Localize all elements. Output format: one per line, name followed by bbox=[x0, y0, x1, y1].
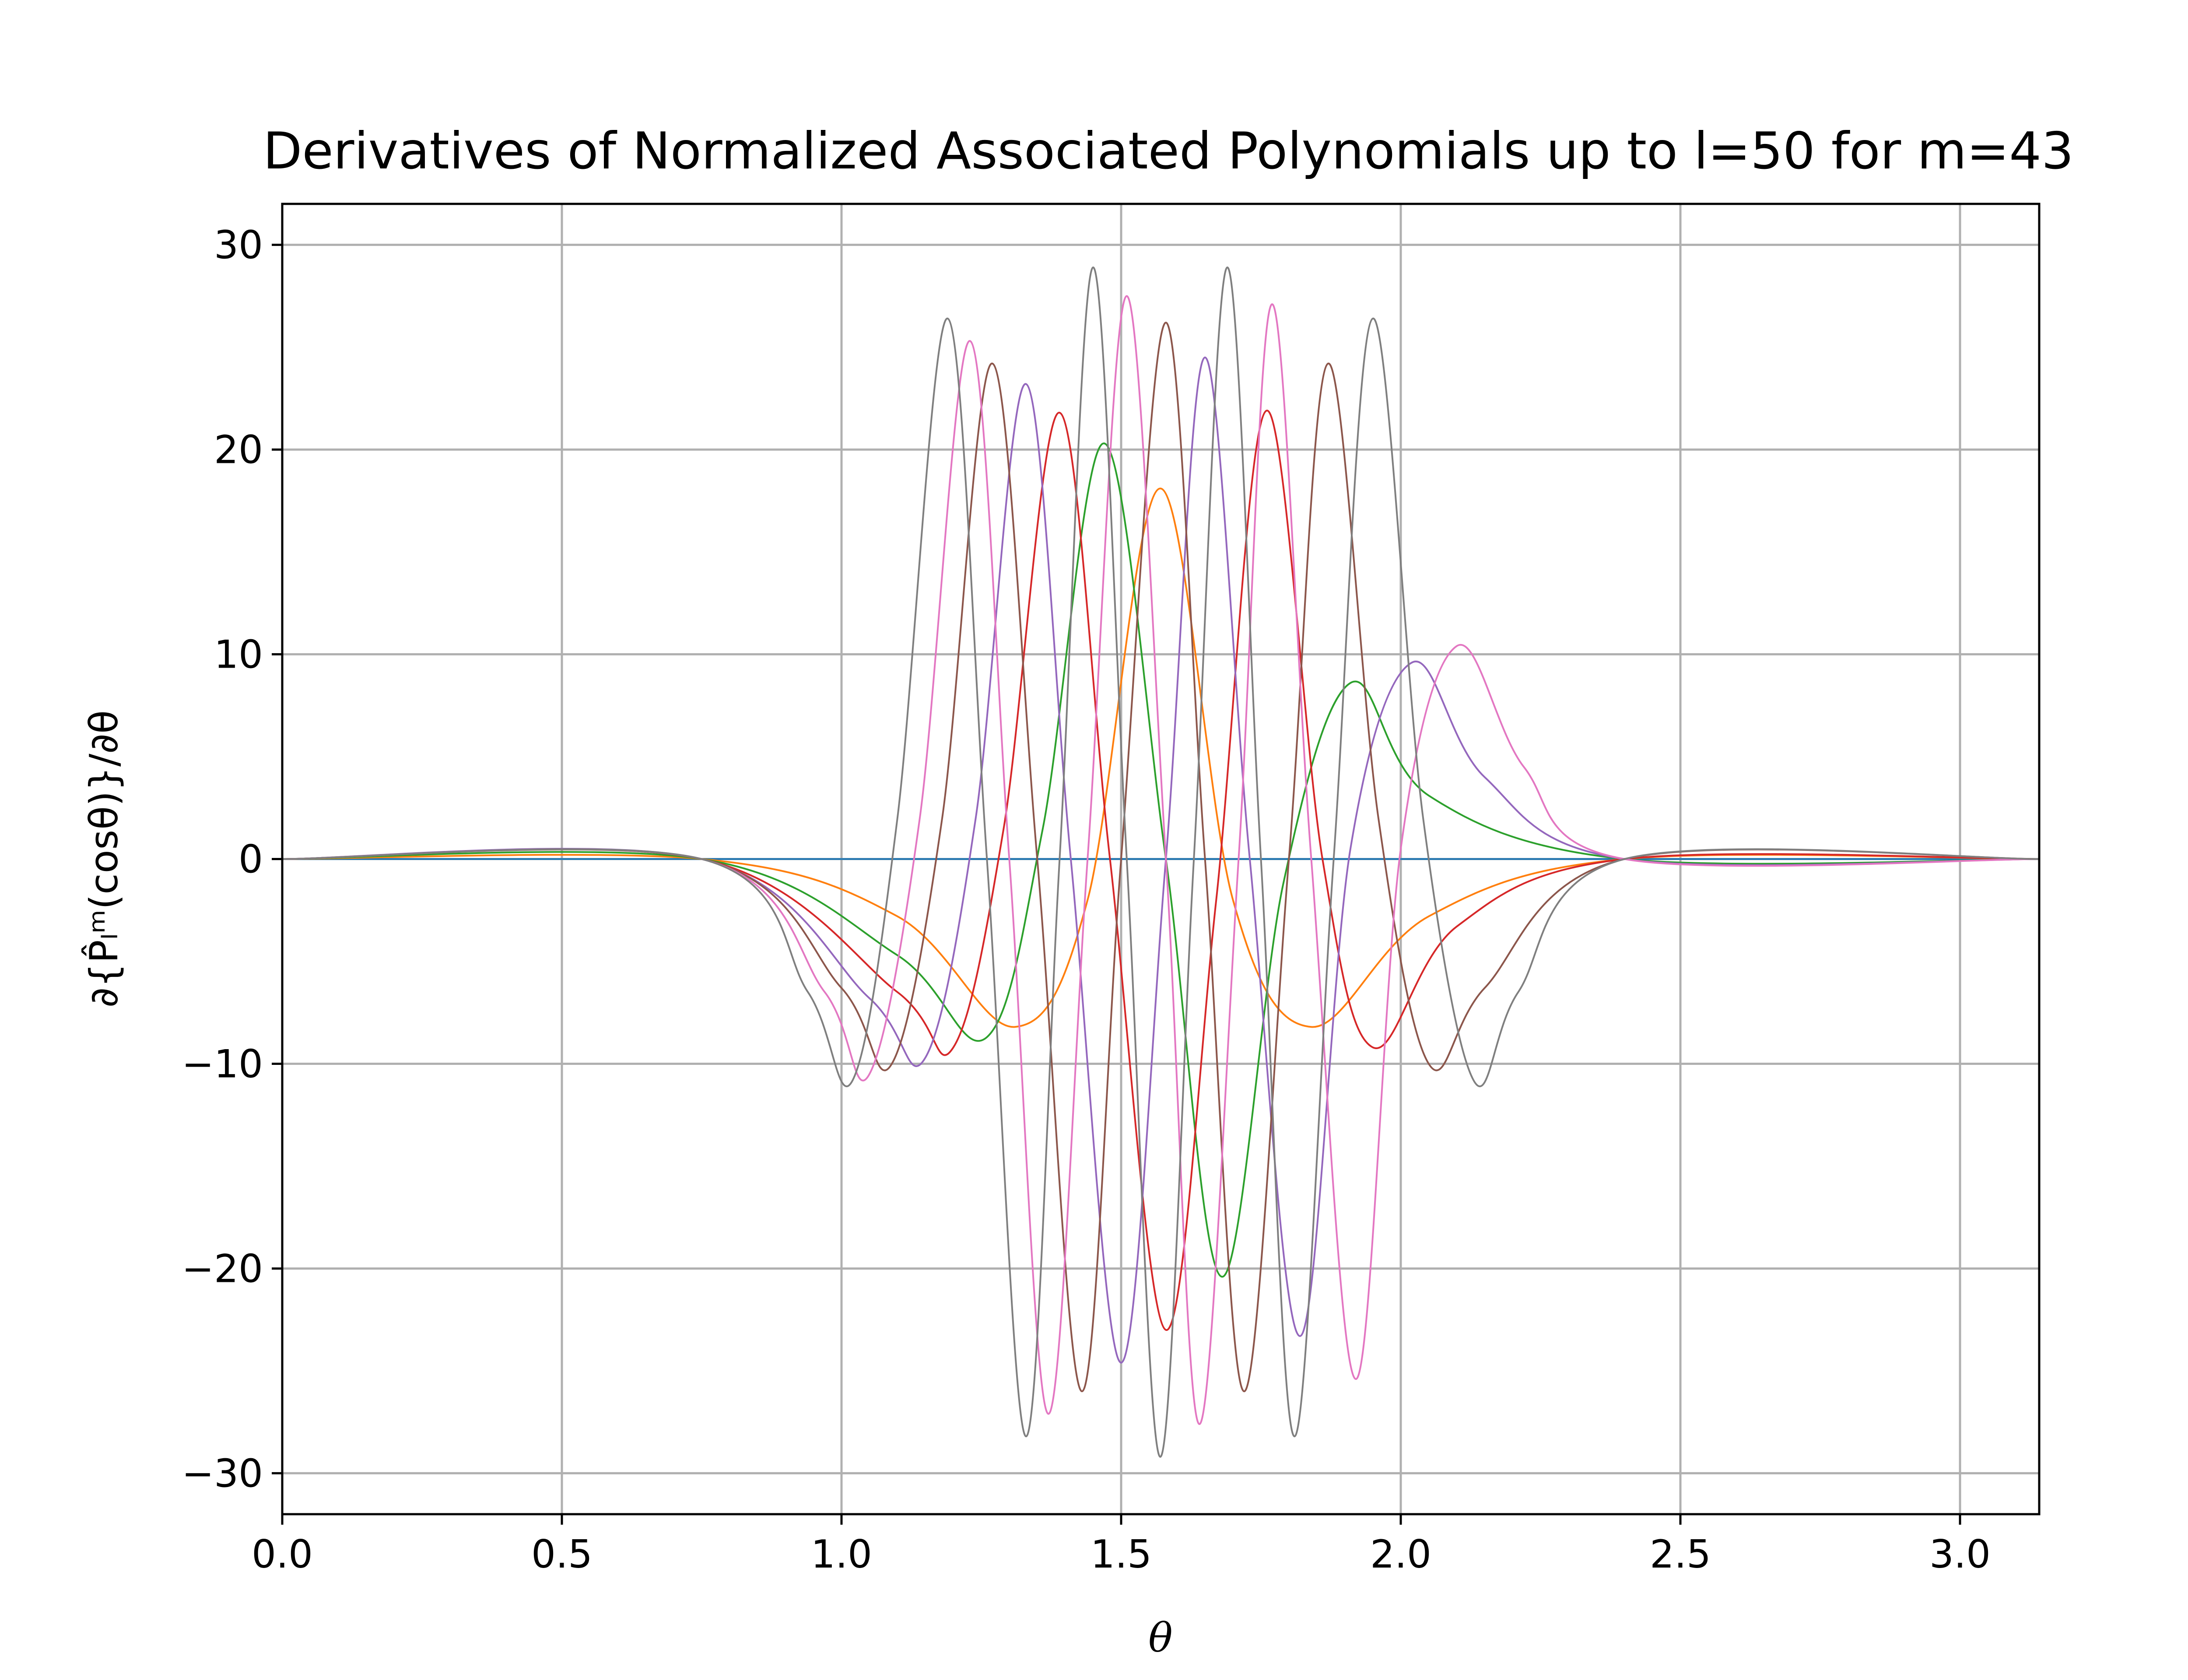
y-tick-label: 10 bbox=[214, 632, 263, 677]
series-line-l50 bbox=[282, 266, 2040, 1458]
chart-title: Derivatives of Normalized Associated Pol… bbox=[263, 122, 2074, 181]
ticks: 0.0 0.5 1.0 1.5 2.0 2.5 3.0 −30 −20 −10 0 10 20 30 bbox=[182, 223, 1991, 1577]
x-tick-label: 0.5 bbox=[531, 1532, 593, 1577]
x-axis-label: θ bbox=[1148, 1614, 1172, 1661]
x-tick-label: 2.0 bbox=[1370, 1532, 1431, 1577]
series-line-l44 bbox=[282, 487, 2040, 1028]
x-tick-label: 1.0 bbox=[811, 1532, 872, 1577]
y-axis-label: ∂{P̂ₗᵐ(cosθ)}/∂θ bbox=[81, 710, 126, 1008]
y-tick-label: −30 bbox=[182, 1451, 263, 1496]
series-line-l48 bbox=[282, 322, 2040, 1393]
y-tick-label: 20 bbox=[214, 427, 263, 472]
x-tick-label: 0.0 bbox=[252, 1532, 313, 1577]
series-group bbox=[282, 266, 2040, 1458]
x-tick-label: 3.0 bbox=[1929, 1532, 1991, 1577]
y-tick-label: −10 bbox=[182, 1041, 263, 1086]
series-line-l47 bbox=[282, 357, 2040, 1364]
series-line-l46 bbox=[282, 410, 2040, 1331]
y-tick-label: 0 bbox=[238, 837, 263, 882]
y-tick-label: 30 bbox=[214, 223, 263, 268]
x-tick-label: 1.5 bbox=[1090, 1532, 1152, 1577]
x-tick-label: 2.5 bbox=[1650, 1532, 1711, 1577]
y-tick-label: −20 bbox=[182, 1246, 263, 1291]
series-line-l49 bbox=[282, 295, 2040, 1425]
